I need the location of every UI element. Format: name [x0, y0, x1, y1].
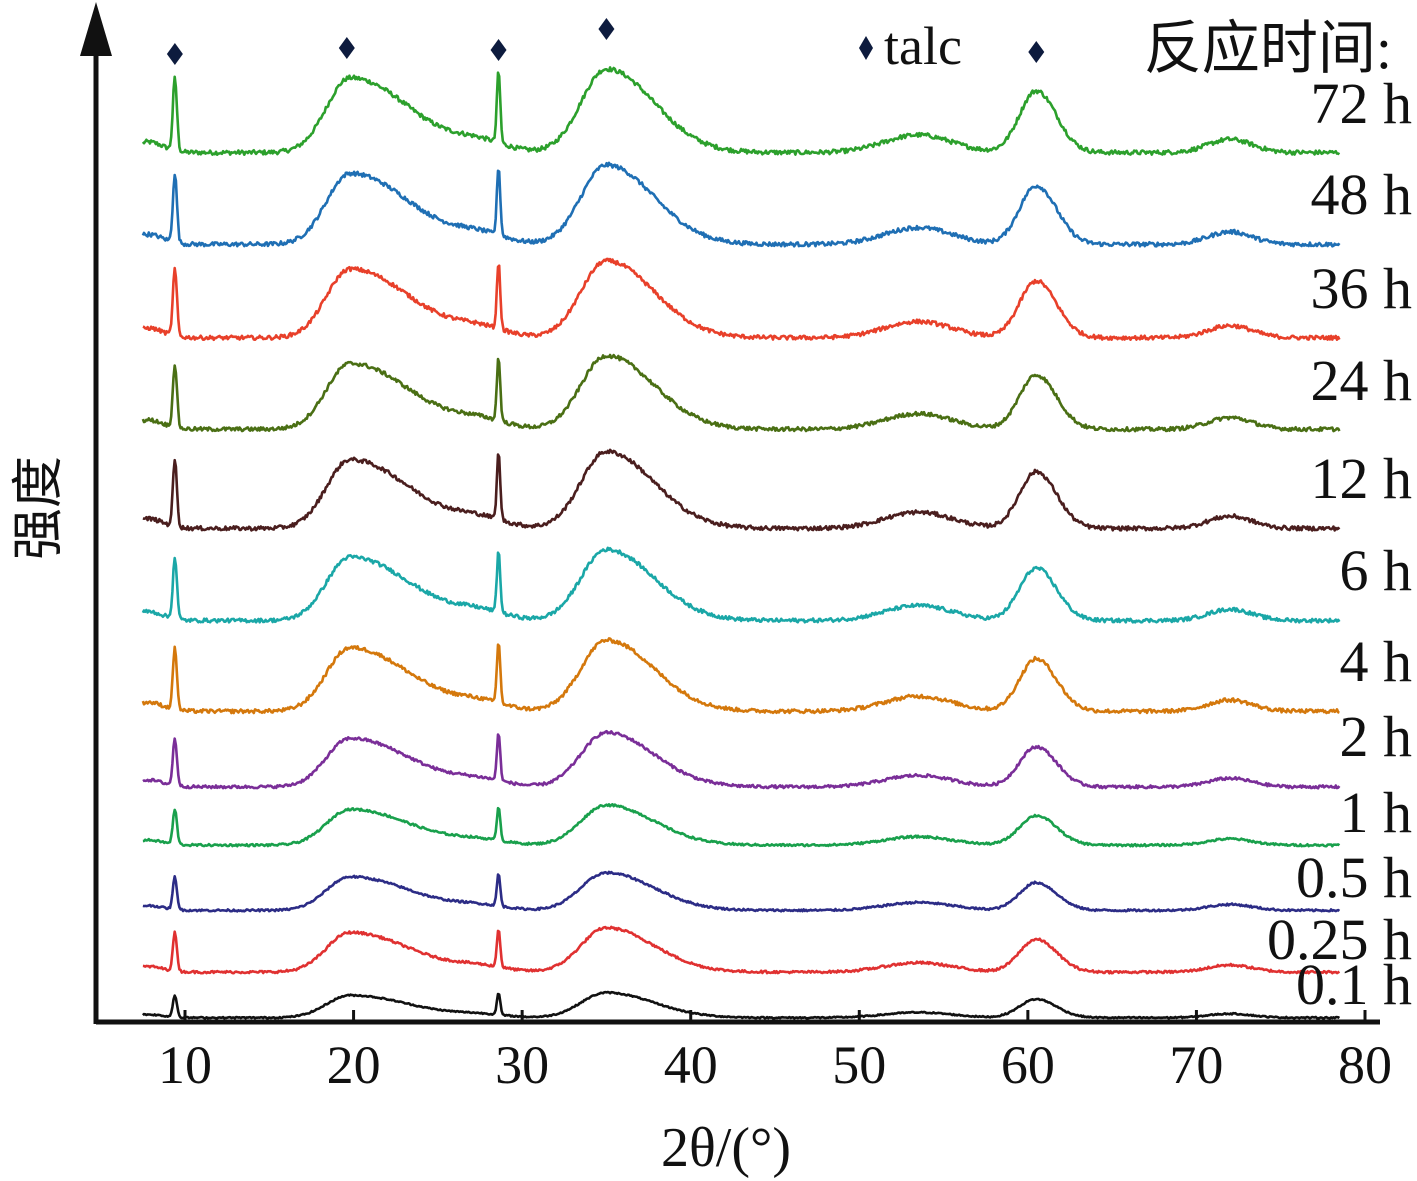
series-label: 0.5 h	[1296, 845, 1412, 910]
talc-marker-icon	[598, 18, 615, 40]
series-line	[142, 448, 1341, 532]
x-tick-label: 30	[495, 1035, 549, 1095]
x-tick-label: 70	[1169, 1035, 1223, 1095]
series-label: 12 h	[1311, 446, 1413, 511]
series-labels: 72 h 48 h 36 h 24 h 12 h 6 h 4 h 2 h 1 h0.5 h0.2…	[1267, 71, 1412, 1017]
series-line	[141, 546, 1341, 624]
plot-area	[141, 66, 1341, 1020]
series-line	[142, 803, 1341, 848]
x-tick-label: 40	[664, 1035, 718, 1095]
series-line	[141, 161, 1341, 248]
x-tick-label: 10	[158, 1035, 212, 1095]
axes	[80, 2, 1380, 1025]
series-label: 72 h	[1311, 71, 1413, 136]
series-label: 2 h	[1340, 704, 1413, 769]
series-label: 24 h	[1311, 348, 1413, 413]
series-line	[142, 925, 1341, 975]
legend-title: 反应时间:	[1144, 16, 1392, 81]
talc-legend-marker-icon	[859, 36, 873, 60]
series-line	[141, 353, 1341, 433]
series-label: 1 h	[1340, 780, 1413, 845]
x-tick-label: 50	[832, 1035, 886, 1095]
talc-legend-label: talc	[884, 16, 962, 76]
series-line	[141, 66, 1341, 156]
series-line	[142, 870, 1341, 913]
talc-marker-icon	[338, 37, 355, 59]
talc-marker-icon	[490, 39, 507, 61]
series-line	[141, 637, 1340, 715]
x-tick-label: 20	[327, 1035, 381, 1095]
series-line	[142, 257, 1341, 342]
talc-markers	[166, 18, 1045, 65]
talc-marker-icon	[166, 43, 183, 65]
y-axis-label: 强度	[9, 456, 69, 560]
series-line	[141, 990, 1341, 1020]
x-tick-label: 60	[1001, 1035, 1055, 1095]
x-tick-label: 80	[1338, 1035, 1392, 1095]
x-axis-label: 2θ/(°)	[661, 1117, 791, 1179]
series-label: 48 h	[1311, 162, 1413, 227]
series-label: 4 h	[1340, 629, 1413, 694]
x-ticks: 10 20 30 40 50 60 70 80	[158, 1010, 1392, 1095]
series-line	[142, 729, 1341, 790]
series-label: 36 h	[1311, 256, 1413, 321]
legend: talc 反应时间:	[859, 16, 1392, 81]
series-label: 6 h	[1340, 538, 1413, 603]
series-label: 0.25 h	[1267, 907, 1412, 972]
series-label: 0.1 h	[1296, 952, 1412, 1017]
y-axis-arrow-icon	[80, 2, 112, 56]
talc-marker-icon	[1028, 41, 1045, 63]
